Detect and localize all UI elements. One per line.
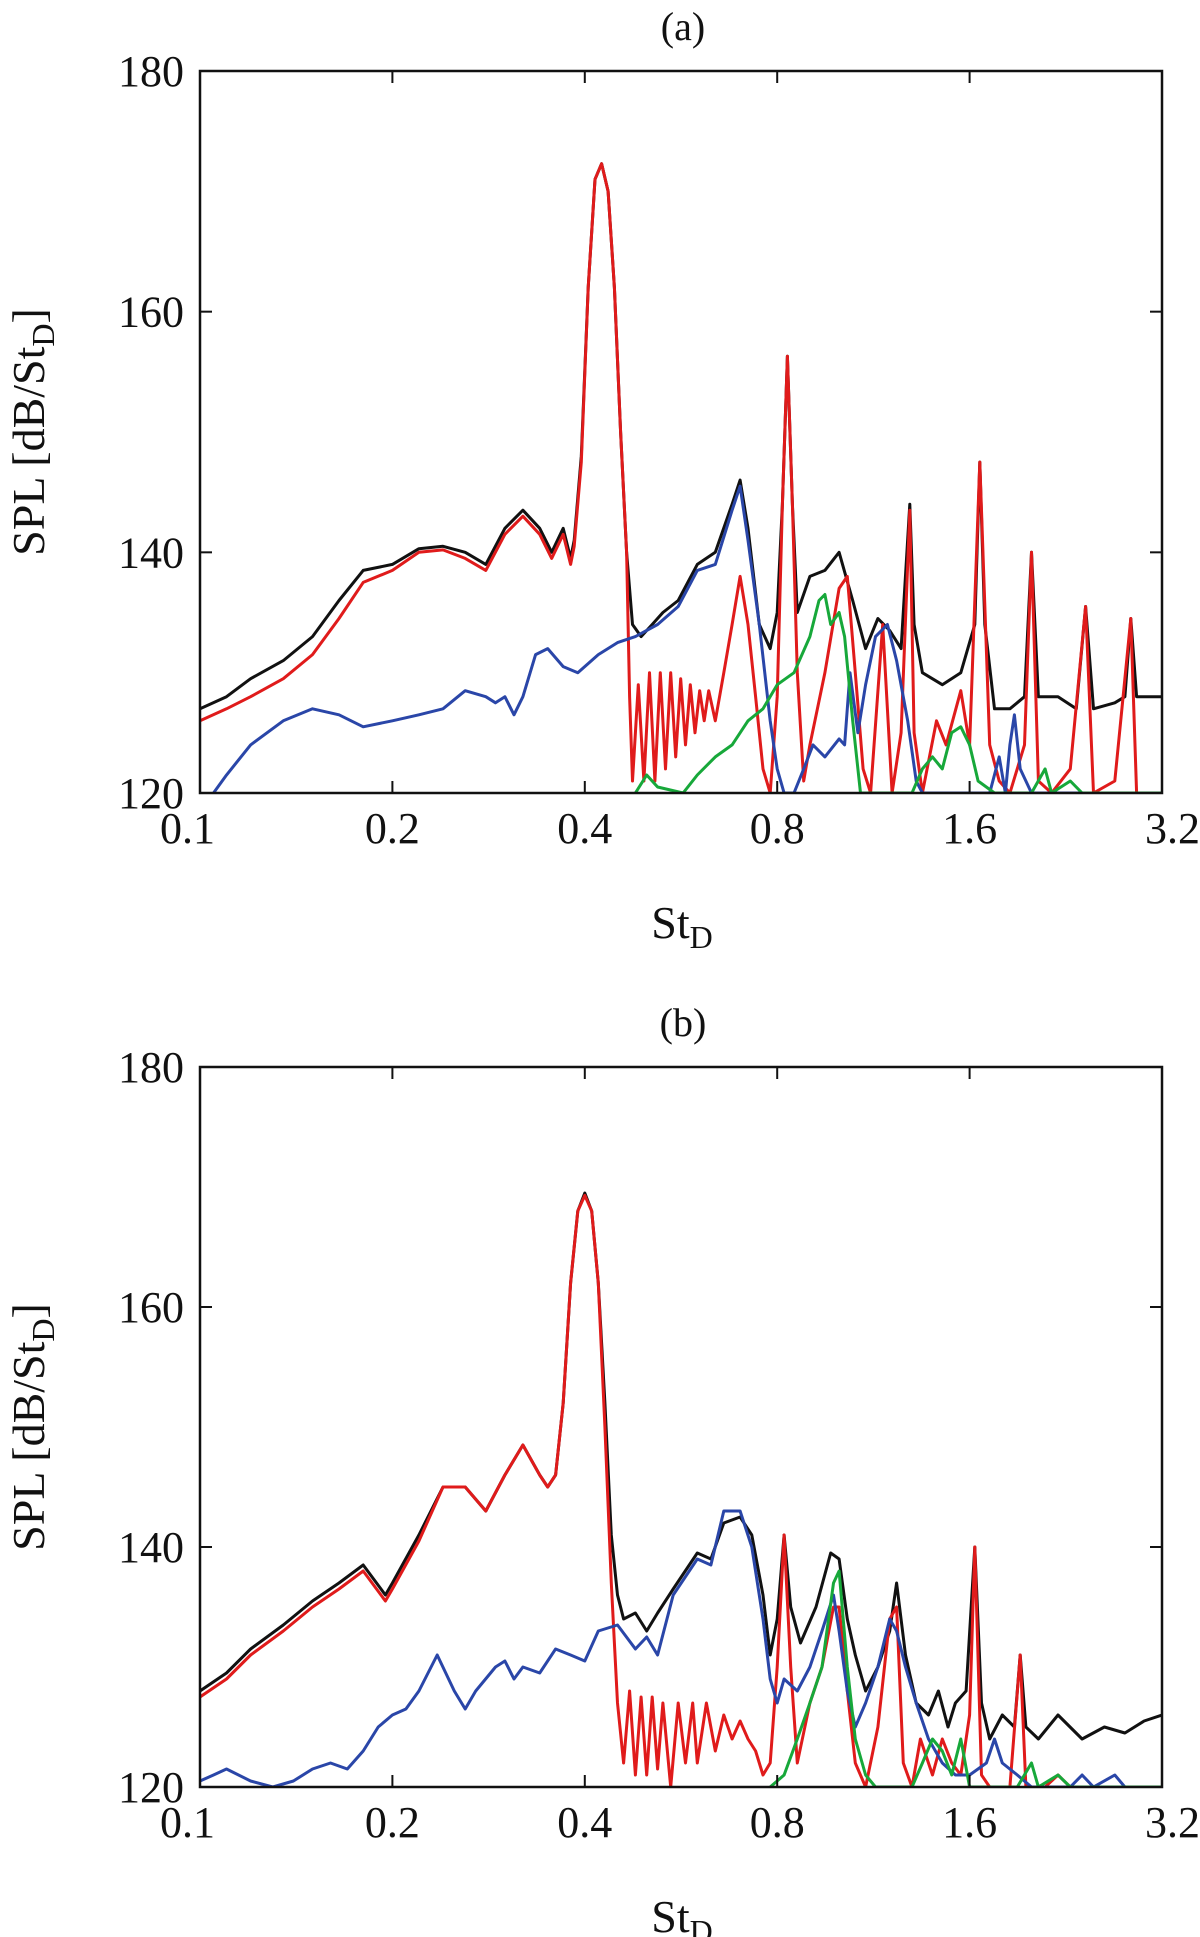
series-red-line	[200, 1193, 1162, 1787]
y-tick-label: 180	[118, 47, 184, 96]
x-axis-label: StD	[651, 897, 712, 955]
y-tick-label: 120	[118, 1763, 184, 1812]
series-green-line	[633, 593, 1162, 793]
x-tick-label: 0.4	[557, 1798, 612, 1847]
series-black-line	[200, 1191, 1162, 1741]
x-tick-label: 3.2	[1145, 1798, 1200, 1847]
series-green-line	[768, 1569, 1162, 1787]
x-tick-label: 1.6	[942, 1798, 997, 1847]
y-axis-label-main: SPL [dB/St	[3, 346, 54, 555]
x-tick-label: 0.8	[750, 804, 805, 853]
y-tick-label: 140	[118, 1523, 184, 1572]
plot-frame	[198, 1065, 1164, 1789]
chart-title: (b)	[660, 1000, 707, 1045]
y-axis-label-close: ]	[3, 308, 54, 323]
y-axis-label-subscript: D	[25, 1319, 61, 1342]
x-tick-label: 1.6	[942, 804, 997, 853]
panel-a: 0.1 0.2 0.4 0.8 1.6 3.2120140160180(a)StDSPL …	[3, 4, 1200, 955]
x-tick-label: 0.8	[750, 1798, 805, 1847]
series-blue-line	[212, 484, 1162, 793]
x-tick-label: 0.1	[160, 1798, 215, 1847]
x-axis-label-subscript: D	[690, 919, 713, 955]
series-blue-line	[200, 1509, 1162, 1787]
chart-title: (a)	[661, 4, 705, 49]
y-axis-label-subscript: D	[25, 324, 61, 347]
y-tick-label: 140	[118, 528, 184, 577]
x-tick-label: 0.2	[365, 804, 420, 853]
y-tick-label: 160	[118, 1283, 184, 1332]
y-axis-label-main: SPL [dB/St	[3, 1341, 54, 1550]
series-black-line	[200, 162, 1162, 711]
x-tick-label: 0.2	[365, 1798, 420, 1847]
x-tick-label: 0.4	[557, 804, 612, 853]
panel-b: 0.1 0.2 0.4 0.8 1.6 3.2120140160180(b)StDSPL …	[3, 1000, 1200, 1937]
x-tick-label: 3.2	[1145, 804, 1200, 853]
y-tick-label: 120	[118, 769, 184, 818]
y-axis-label-close: ]	[3, 1303, 54, 1318]
plot-frame	[198, 69, 1164, 795]
x-axis-label-main: St	[651, 897, 690, 948]
series-red-line	[200, 162, 1162, 793]
y-axis-label: SPL [dB/StD]	[3, 308, 61, 556]
y-tick-label: 160	[118, 288, 184, 337]
x-tick-label: 0.1	[160, 804, 215, 853]
series-group	[200, 162, 1162, 793]
series-group	[200, 1191, 1162, 1787]
y-tick-label: 180	[118, 1043, 184, 1092]
x-axis-label-subscript: D	[690, 1913, 713, 1937]
x-axis-label: StD	[651, 1891, 712, 1937]
x-axis-label-main: St	[651, 1891, 690, 1937]
y-axis-label: SPL [dB/StD]	[3, 1303, 61, 1551]
